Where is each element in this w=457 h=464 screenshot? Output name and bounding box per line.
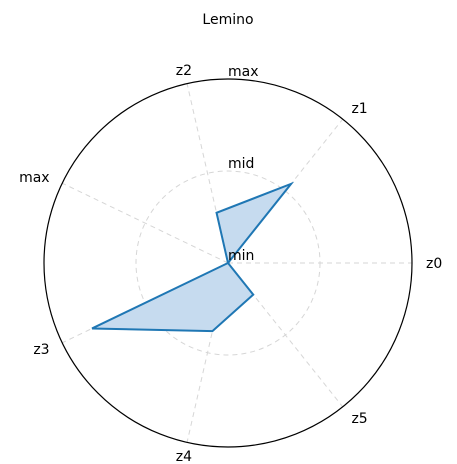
radial-tick-label: mid [228,156,254,172]
data-layer [92,184,291,331]
axis-label: z1 [351,101,367,117]
radial-tick-label: max [228,64,259,80]
series-area [92,184,291,331]
axis-label: z4 [176,449,192,464]
axis-label: z5 [351,411,367,427]
radial-tick-label: min [228,248,254,264]
axis-label: max [19,170,50,186]
axis-label: z0 [426,256,442,272]
axis-label: z3 [33,342,49,358]
grid-spoke [62,183,228,263]
label-layer: z0 z1 z2 max z3 z4 z5 min mid max [19,63,442,464]
axis-label: z2 [176,63,192,79]
chart-title: Lemino [202,12,253,28]
